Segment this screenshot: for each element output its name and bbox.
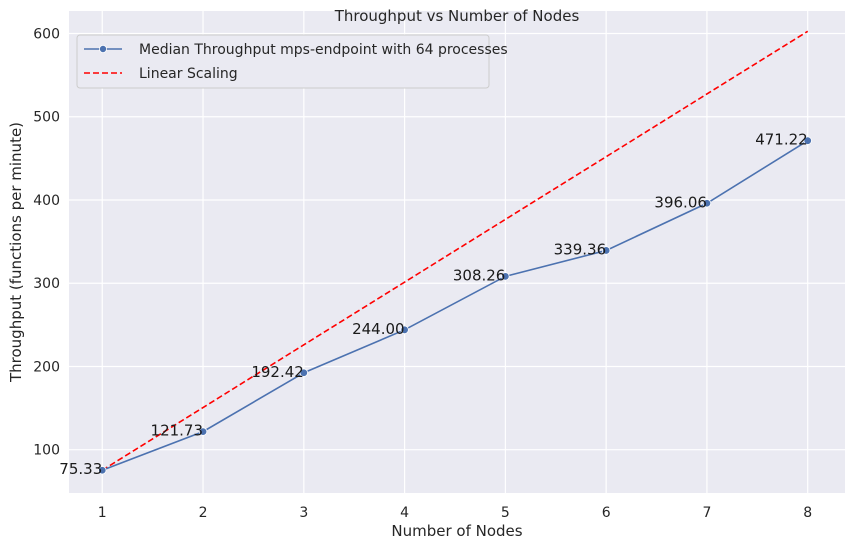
median-throughput-point xyxy=(400,325,409,335)
series-line-linear-scaling xyxy=(101,30,809,471)
legend-label-linear: Linear Scaling xyxy=(139,66,238,82)
median-throughput-point xyxy=(198,427,208,436)
median-throughput-point xyxy=(299,368,309,377)
series-line-median-throughput xyxy=(101,140,809,471)
legend-label-median: Median Throughput mps-endpoint with 64 p… xyxy=(139,42,508,58)
x-axis-title: Number of Nodes xyxy=(391,522,522,540)
median-throughput-point xyxy=(601,246,611,255)
legend-box xyxy=(76,34,490,89)
y-tick-label: 300 xyxy=(33,276,60,292)
y-gridlines xyxy=(69,32,845,451)
median-throughput-point xyxy=(803,136,812,145)
x-tick-labels: 1 2 3 4 5 6 7 8 xyxy=(98,505,812,521)
data-label: 121.73 xyxy=(151,422,204,440)
series-layer xyxy=(98,30,812,475)
data-label: 471.22 xyxy=(755,131,808,149)
x-tick-label: 3 xyxy=(299,505,308,521)
median-throughput-point xyxy=(501,272,510,281)
y-tick-label: 600 xyxy=(33,26,60,42)
data-label: 339.36 xyxy=(554,240,607,258)
median-throughput-point xyxy=(702,199,712,208)
x-tick-label: 7 xyxy=(702,505,711,521)
y-tick-label: 200 xyxy=(33,359,60,375)
y-tick-labels: 100 200 300 400 500 600 xyxy=(33,26,60,458)
y-tick-label: 500 xyxy=(33,110,60,126)
x-gridlines xyxy=(101,11,809,493)
data-label: 244.00 xyxy=(352,320,405,338)
x-tick-label: 1 xyxy=(98,505,107,521)
x-tick-label: 4 xyxy=(400,505,409,521)
chart-title: Throughput vs Number of Nodes xyxy=(334,7,580,25)
median-throughput-point xyxy=(98,466,107,475)
x-tick-label: 2 xyxy=(199,505,208,521)
plot-background xyxy=(69,11,845,493)
x-tick-label: 6 xyxy=(602,505,611,521)
data-label: 192.42 xyxy=(251,363,304,381)
y-tick-label: 100 xyxy=(33,443,60,459)
y-tick-label: 400 xyxy=(33,193,60,209)
data-label: 396.06 xyxy=(654,193,707,211)
data-label: 75.33 xyxy=(59,460,102,478)
legend-marker-median xyxy=(99,45,108,54)
data-label: 308.26 xyxy=(453,266,506,284)
data-labels: 75.33 121.73 192.42 244.00 308.26 339.36 396.0… xyxy=(59,131,807,479)
y-axis-title: Throughput (functions per minute) xyxy=(7,122,25,383)
legend: Median Throughput mps-endpoint with 64 p… xyxy=(76,34,508,89)
x-tick-label: 8 xyxy=(803,505,812,521)
x-tick-label: 5 xyxy=(501,505,510,521)
